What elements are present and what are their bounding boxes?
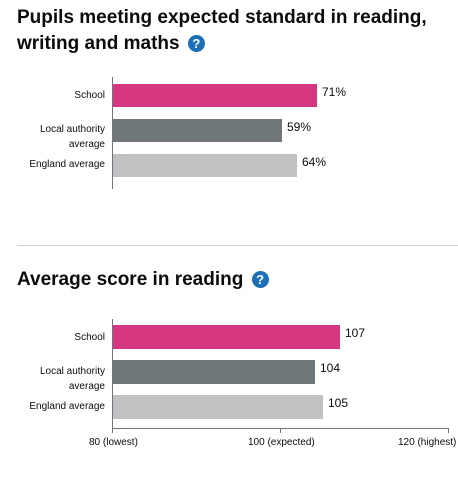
chart1-category-label: School <box>14 88 105 103</box>
chart1-bar-england <box>113 154 297 177</box>
chart2-tick-mark <box>280 428 281 433</box>
chart1-value-label: 71% <box>322 85 347 99</box>
chart2-value-label: 107 <box>345 326 366 340</box>
chart2-value-label: 105 <box>328 396 349 410</box>
chart2-axis-line <box>112 319 113 429</box>
help-icon[interactable]: ? <box>251 271 269 288</box>
chart1-value-label: 59% <box>287 120 312 134</box>
chart1-value-label: 64% <box>302 155 327 169</box>
chart1-category-label-text: Local authority <box>39 124 105 135</box>
chart2-tick-label: 80 (lowest) <box>89 437 138 448</box>
chart1-category-label-text: England average <box>29 159 105 170</box>
chart1-category-label: Local authority average <box>14 122 105 152</box>
chart1-title-line1: Pupils meeting expected standard in read… <box>17 7 427 28</box>
chart1-category-label-text: School <box>74 90 105 101</box>
chart2-category-label-text: School <box>74 332 105 343</box>
chart2-tick-label: 120 (highest) <box>398 437 457 448</box>
chart2-tick-mark <box>112 428 113 433</box>
chart1-title: Pupils meeting expected standard in read… <box>17 5 447 57</box>
chart2-value-label: 104 <box>320 361 341 375</box>
chart2-title: Average score in reading ? <box>17 267 447 293</box>
chart2-category-label: England average <box>14 399 105 414</box>
chart2-category-label-text: England average <box>29 401 105 412</box>
chart1-category-label-text: average <box>68 139 105 150</box>
chart2-bar-england <box>113 395 323 419</box>
section-average-reading: Average score in reading ? <box>17 267 447 293</box>
chart2-category-label: School <box>14 330 105 345</box>
chart1-axis-line <box>112 77 113 189</box>
chart1-bar-school <box>113 84 317 107</box>
chart2-bar-local-authority <box>113 360 315 384</box>
chart2-category-label-text: Local authority <box>39 366 105 377</box>
section-expected-standard: Pupils meeting expected standard in read… <box>17 5 447 57</box>
section-divider <box>17 245 458 246</box>
chart1-category-label: England average <box>14 157 105 172</box>
chart2-tick-label: 100 (expected) <box>248 437 315 448</box>
chart1-title-line2: writing and maths <box>17 33 180 54</box>
chart2-category-label: Local authority average <box>14 364 105 394</box>
chart2-tick-mark <box>448 428 449 433</box>
chart1-bar-local-authority <box>113 119 282 142</box>
chart2-category-label-text: average <box>68 381 105 392</box>
help-icon[interactable]: ? <box>187 35 205 52</box>
chart2-title-text: Average score in reading <box>17 269 244 290</box>
chart2-bar-school <box>113 325 340 349</box>
